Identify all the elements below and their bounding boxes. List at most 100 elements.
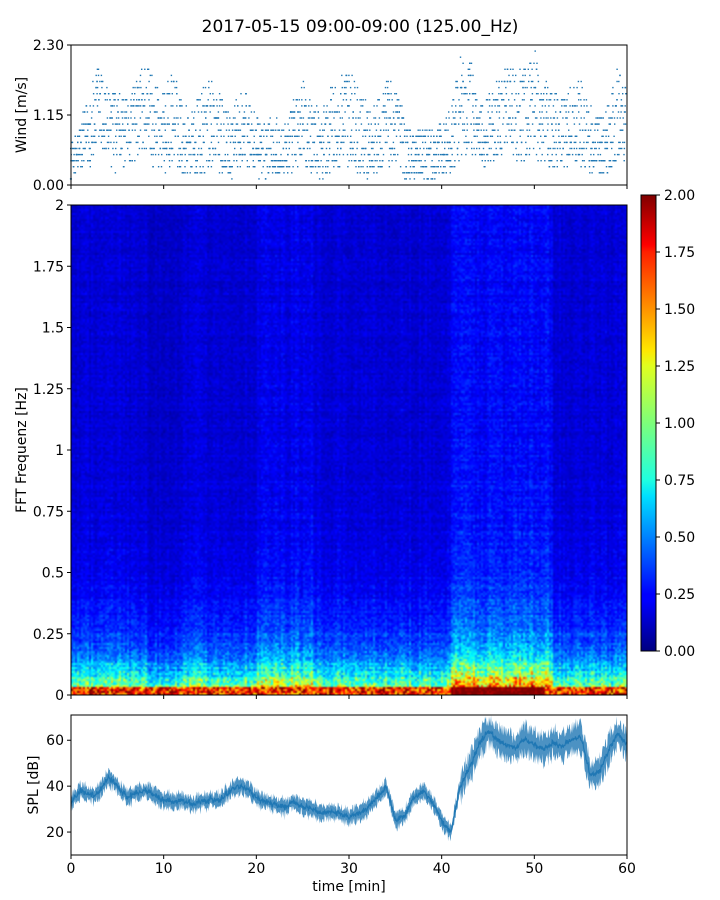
wind-point [494, 141, 496, 144]
wind-point [348, 117, 350, 119]
wind-point [540, 135, 542, 137]
wind-point [426, 147, 428, 150]
wind-point [545, 135, 547, 137]
wind-point [352, 147, 354, 150]
wind-point [337, 147, 339, 150]
wind-point [378, 135, 380, 137]
wind-point [278, 172, 281, 174]
wind-point [547, 123, 549, 125]
wind-point [233, 160, 235, 162]
wind-point [129, 160, 132, 162]
wind-point [488, 147, 490, 150]
wind-point [334, 129, 336, 131]
wind-point [320, 123, 323, 125]
wind-point [96, 105, 99, 107]
wind-point [150, 147, 153, 150]
wind-point [117, 123, 119, 125]
wind-point [533, 62, 535, 64]
wind-point [530, 99, 532, 101]
wind-point [92, 135, 94, 137]
wind-point [576, 160, 578, 162]
wind-point [213, 105, 215, 107]
wind-point [473, 93, 475, 95]
wind-point [171, 129, 173, 131]
wind-point [601, 141, 603, 144]
wind-point [160, 117, 163, 119]
wind-point [295, 105, 297, 107]
wind-point [554, 93, 556, 95]
wind-point [504, 80, 506, 83]
wind-point [287, 172, 289, 174]
wind-point [517, 111, 520, 113]
wind-point [259, 135, 261, 137]
wind-point [593, 153, 595, 156]
wind-point [362, 160, 364, 162]
wind-point [389, 117, 391, 119]
wind-point [619, 117, 621, 119]
wind-point [268, 166, 271, 168]
wind-point [546, 93, 548, 95]
wind-point [561, 135, 563, 137]
wind-point [519, 80, 521, 83]
wind-point [387, 99, 389, 101]
wind-point [163, 123, 165, 125]
wind-point [301, 135, 303, 137]
wind-point [205, 105, 207, 107]
wind-point [199, 129, 201, 131]
wind-point [147, 117, 149, 119]
wind-point [499, 147, 502, 150]
wind-point [266, 166, 268, 168]
wind-point [312, 141, 314, 144]
wind-point [301, 99, 303, 101]
wind-point [480, 153, 482, 156]
wind-point [609, 141, 612, 144]
wind-point [363, 172, 365, 174]
wind-y-tick-label: 0.00 [33, 178, 64, 194]
wind-point [165, 147, 168, 150]
wind-point [431, 160, 433, 162]
wind-point [231, 166, 233, 168]
wind-point [94, 141, 96, 144]
wind-point [84, 123, 86, 125]
wind-point [296, 99, 298, 101]
wind-point [395, 135, 398, 137]
wind-point [522, 86, 524, 89]
wind-point [370, 147, 373, 150]
wind-point [464, 86, 467, 89]
wind-point [581, 153, 583, 156]
wind-point [428, 153, 431, 156]
wind-point [311, 123, 314, 125]
wind-point [345, 86, 347, 89]
wind-point [223, 166, 225, 168]
wind-point [590, 147, 592, 150]
wind-point [182, 135, 184, 137]
wind-point [548, 147, 550, 150]
wind-point [526, 117, 528, 119]
wind-point [620, 129, 623, 131]
wind-point [583, 105, 585, 107]
wind-point [305, 105, 307, 107]
wind-point [575, 153, 577, 156]
wind-point [594, 129, 596, 131]
wind-point [188, 153, 190, 156]
wind-point [611, 166, 613, 168]
wind-point [341, 105, 343, 107]
wind-point [254, 166, 256, 168]
wind-point [322, 178, 324, 180]
wind-point [233, 153, 235, 156]
wind-point [548, 99, 550, 101]
wind-point [534, 105, 536, 107]
wind-point [124, 111, 126, 113]
spl-x-tick-label: 20 [247, 861, 265, 877]
wind-point [455, 111, 457, 113]
wind-point [359, 172, 361, 174]
wind-point [153, 111, 156, 113]
wind-point [374, 123, 376, 125]
wind-point [227, 153, 229, 156]
wind-point [154, 135, 156, 137]
wind-point [384, 86, 387, 89]
wind-point [360, 123, 363, 125]
wind-point [515, 74, 517, 77]
wind-point [578, 153, 581, 156]
